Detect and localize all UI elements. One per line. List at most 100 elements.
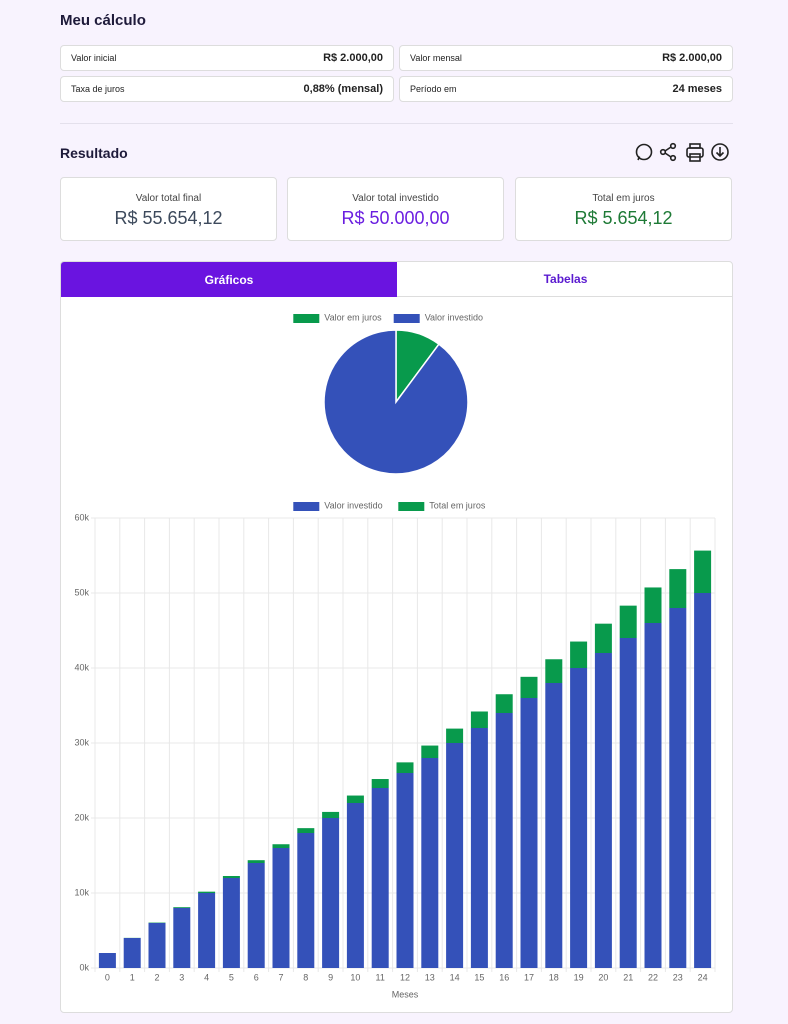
bar-segment [371,788,389,968]
x-tick-label: 0 [105,972,110,982]
input-label: Taxa de juros [71,84,125,94]
bar-segment [371,779,389,788]
y-tick-label: 40k [74,662,89,672]
x-tick-label: 17 [524,972,534,982]
result-title: Resultado [60,145,128,161]
share-icons [635,142,729,162]
input-field[interactable]: Valor mensal R$ 2.000,00 [399,45,733,71]
bar-segment [446,743,464,968]
x-tick-label: 19 [574,972,584,982]
card-label: Total em juros [592,193,655,204]
x-tick-label: 21 [623,972,633,982]
bar-segment [694,550,712,593]
bar-segment [272,844,290,848]
bar-segment [297,833,315,968]
y-tick-label: 50k [74,587,89,597]
share-icon[interactable] [659,142,677,162]
x-tick-label: 8 [303,972,308,982]
bar-segment [123,938,141,968]
bar-segment [247,860,265,863]
bar-segment [421,745,439,758]
tab-active[interactable]: Gráficos [61,262,397,297]
x-tick-label: 24 [698,972,708,982]
card-label: Valor total final [135,193,202,204]
bar-segment [470,728,488,968]
y-tick-label: 10k [74,887,89,897]
bar-segment [669,569,687,608]
input-label: Valor inicial [71,53,117,63]
legend-label: Valor investido [324,500,382,510]
x-tick-label: 22 [648,972,658,982]
input-value: 0,88% (mensal) [303,83,383,95]
x-tick-label: 13 [425,972,435,982]
bar-segment [198,891,216,893]
x-tick-label: 14 [450,972,460,982]
bar-segment [594,623,612,653]
bar-segment [222,875,240,878]
y-tick-label: 30k [74,737,89,747]
divider [60,123,733,124]
bar-segment [148,923,166,968]
card-value: R$ 5.654,12 [574,208,673,228]
bar-segment [495,713,513,968]
result-card: Total em juros R$ 5.654,12 [515,177,732,241]
result-card: Valor total final R$ 55.654,12 [60,177,277,241]
tab[interactable]: Tabelas [397,262,732,297]
input-field[interactable]: Taxa de juros 0,88% (mensal) [60,76,394,102]
bar-segment [247,863,265,968]
result-card: Valor total investido R$ 50.000,00 [287,177,504,241]
y-tick-label: 0k [79,962,89,972]
print-icon[interactable] [686,143,704,162]
bar-segment [297,828,315,833]
whatsapp-icon[interactable] [635,143,653,161]
bar-segment [346,795,364,803]
bar-segment [644,623,662,968]
x-tick-label: 4 [204,972,209,982]
bar-segment [173,907,191,908]
bar-segment [322,818,340,968]
bar-segment [570,668,588,968]
x-tick-label: 10 [350,972,360,982]
legend-label: Valor investido [425,312,483,322]
input-field[interactable]: Período em 24 meses [399,76,733,102]
input-value: R$ 2.000,00 [323,52,383,64]
x-tick-label: 11 [376,972,385,982]
x-axis-label: Meses [392,989,419,999]
download-icon[interactable] [711,143,729,161]
legend-swatch [293,314,320,323]
bar-segment [272,848,290,968]
bar-segment [222,878,240,968]
x-tick-label: 7 [278,972,283,982]
input-label: Valor mensal [410,53,462,63]
legend-swatch [393,314,420,323]
bar-segment [346,803,364,968]
input-value: 24 meses [672,83,722,95]
card-label: Valor total investido [352,193,439,204]
x-tick-label: 20 [598,972,608,982]
bar-segment [545,659,563,683]
calc-title: Meu cálculo [60,12,146,29]
bar-segment [619,638,637,968]
bar-segment [421,758,439,968]
legend-label: Valor em juros [324,312,382,322]
bar-segment [669,608,687,968]
y-tick-label: 20k [74,812,89,822]
bar-segment [570,641,588,668]
bar-segment [470,711,488,728]
y-tick-label: 60k [74,512,89,522]
card-value: R$ 55.654,12 [114,208,223,228]
bar-segment [545,683,563,968]
input-field[interactable]: Valor inicial R$ 2.000,00 [60,45,394,71]
x-tick-label: 3 [179,972,184,982]
x-tick-label: 1 [130,972,135,982]
input-value: R$ 2.000,00 [662,52,722,64]
x-tick-label: 9 [328,972,333,982]
card-value: R$ 50.000,00 [341,208,450,228]
bar-segment [644,587,662,623]
x-tick-label: 16 [499,972,509,982]
x-tick-label: 12 [400,972,410,982]
bar-segment [495,694,513,713]
legend-label: Total em juros [429,500,486,510]
